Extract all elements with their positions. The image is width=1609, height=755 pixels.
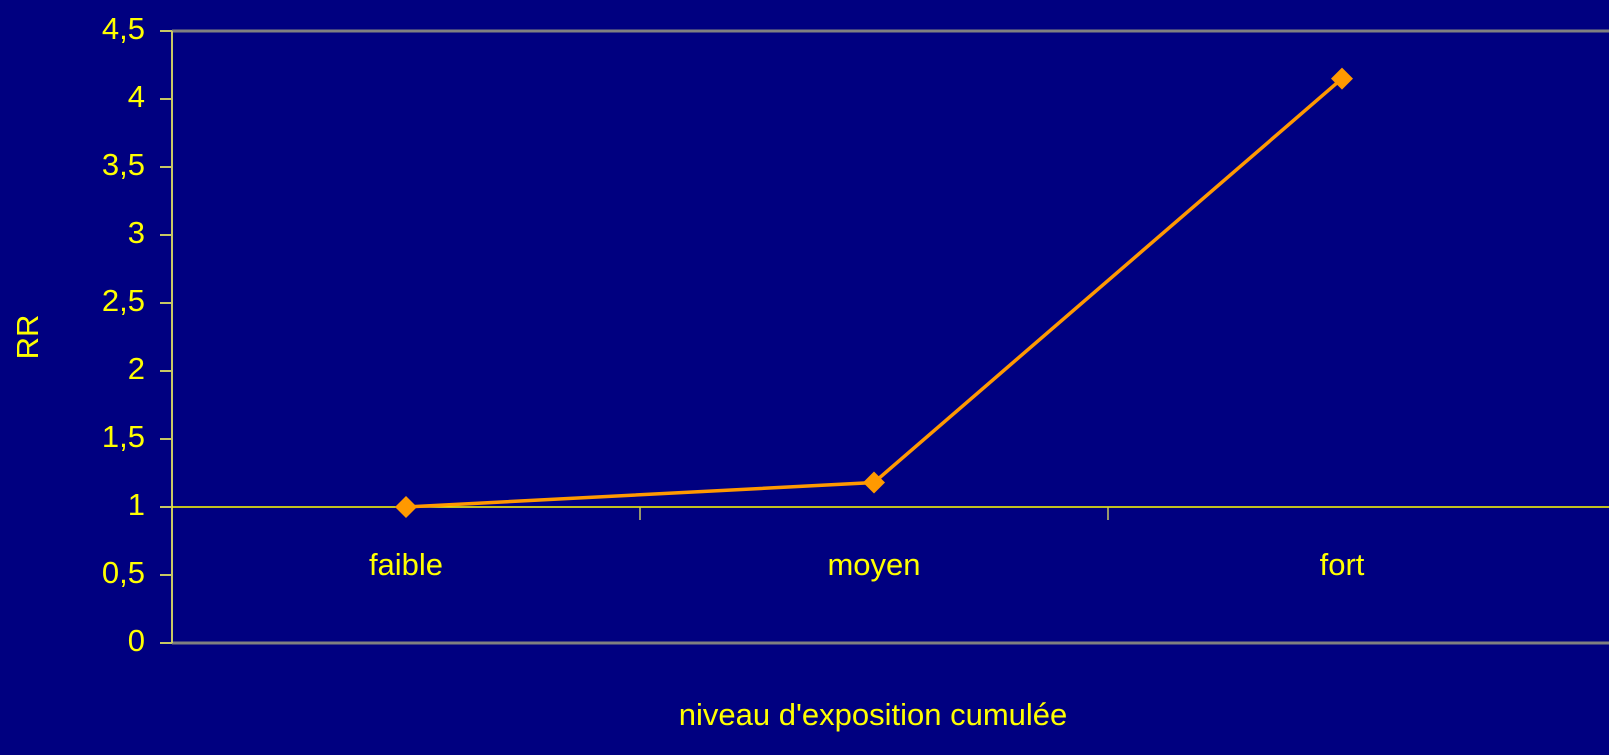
y-tick-label: 1,5 xyxy=(102,419,145,454)
x-tick-label: fort xyxy=(1320,547,1365,582)
y-tick-label: 3 xyxy=(128,215,145,250)
data-marker xyxy=(1331,67,1353,90)
y-tick-label: 2 xyxy=(128,351,145,386)
y-tick-label: 4 xyxy=(128,79,145,114)
y-tick-label: 3,5 xyxy=(102,147,145,182)
x-tick-label: moyen xyxy=(827,547,920,582)
x-axis-label: niveau d'exposition cumulée xyxy=(679,697,1068,732)
y-tick-label: 0,5 xyxy=(102,555,145,590)
data-marker xyxy=(395,496,417,518)
y-tick-label: 4,5 xyxy=(102,11,145,46)
x-tick-label: faible xyxy=(369,547,443,582)
y-tick-label: 1 xyxy=(128,487,145,522)
data-marker xyxy=(863,471,885,494)
y-tick-label: 0 xyxy=(128,623,145,658)
y-axis-label: RR xyxy=(10,315,45,360)
y-tick-label: 2,5 xyxy=(102,283,145,318)
